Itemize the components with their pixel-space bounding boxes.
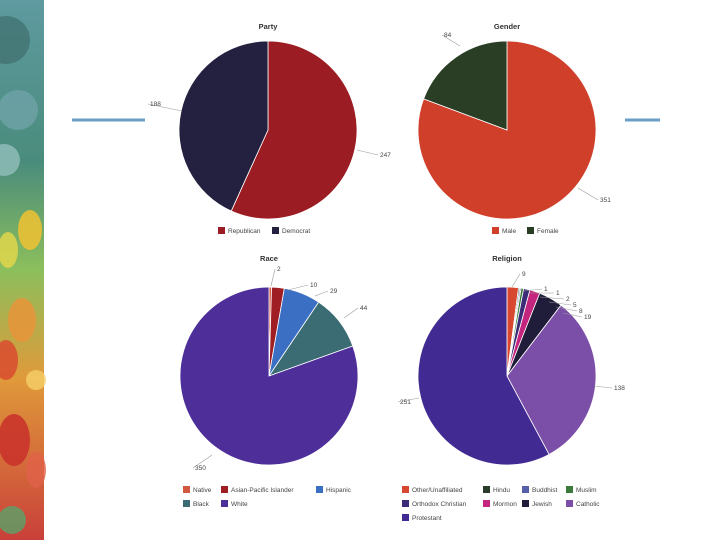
legend-swatch-orthodox-christian [402,500,409,507]
leader-line [343,307,359,319]
data-label-hispanic: 29 [330,288,338,295]
leader-line [548,301,572,306]
legend-label-democrat: Democrat [282,228,310,235]
data-label-protestant: 251 [400,399,411,406]
legend-label-hispanic: Hispanic [326,487,352,494]
legend-label-mormon: Mormon [493,501,517,508]
leader-line [593,385,613,389]
legend-swatch-buddhist [522,486,529,493]
legend-swatch-other-unaffiliated [402,486,409,493]
legend-label-catholic: Catholic [576,501,600,508]
pie-slice-white [179,286,359,466]
leader-line [555,306,578,312]
chart-title: Gender [494,22,520,31]
legend-label-hindu: Hindu [493,487,510,494]
data-label-black: 44 [360,305,368,312]
leader-line [539,296,565,300]
data-label-jewish: 19 [584,314,592,321]
legend-label-protestant: Protestant [412,515,442,522]
leader-line [397,397,420,403]
legend-swatch-jewish [522,500,529,507]
religion-pie-chart: Religion 91125819138251Other/Unaffiliate… [397,254,625,522]
legend-swatch-democrat [272,227,279,234]
data-label-native: 2 [277,266,281,273]
pie-slice-female [423,40,508,131]
data-label-catholic: 138 [614,385,625,392]
legend-swatch-catholic [566,500,573,507]
data-label-white: 350 [195,465,206,472]
data-label-female: 84 [444,32,452,39]
legend-swatch-black [183,500,190,507]
gender-pie-chart: Gender 351 84 Male Female [417,22,611,235]
chart-title: Party [259,22,279,31]
pie-slice-democrat [178,40,269,212]
data-label-republican: 247 [380,152,391,159]
legend-label-male: Male [502,228,516,235]
legend-label-buddhist: Buddhist [532,487,557,494]
leader-line [523,288,543,292]
leader-line [356,149,379,156]
party-pie-chart: Party 247 188 Republican Democrat [147,22,391,235]
legend-label-black: Black [193,501,210,508]
chart-title: Religion [492,254,522,263]
legend-label-republican: Republican [228,228,261,235]
legend-swatch-male [492,227,499,234]
race-pie-chart: Race 2 10 29 44 350 Native Asian-Pacific Islan… [179,254,368,508]
legend-label-female: Female [537,228,559,235]
legend-label-muslim: Muslim [576,487,597,494]
pie-slice-protestant [417,286,550,466]
legend-label-other-unaffiliated: Other/Unaffiliated [412,487,463,494]
legend-label-orthodox-christian: Orthodox Christian [412,501,467,508]
legend-swatch-republican [218,227,225,234]
legend-label-native: Native [193,487,212,494]
legend-label-white: White [231,501,248,508]
leader-line [147,103,183,112]
decorative-mosaic-image [0,0,46,540]
legend-swatch-native [183,486,190,493]
leader-line [562,312,583,318]
data-label-other-unaffiliated: 9 [522,271,526,278]
legend-label-asian-pacific-islander: Asian-Pacific Islander [231,487,294,494]
legend-swatch-hispanic [316,486,323,493]
data-label-male: 351 [600,197,611,204]
legend-swatch-female [527,227,534,234]
chart-title: Race [260,254,278,263]
leader-line [287,284,309,291]
leader-line [441,34,461,47]
data-label-mormon: 8 [579,308,583,315]
legend-swatch-asian-pacific-islander [221,486,228,493]
leader-line [192,454,213,469]
leader-line [314,290,329,297]
legend-swatch-white [221,500,228,507]
legend-label-jewish: Jewish [532,501,552,508]
data-label-orthodox-christian: 5 [573,302,577,309]
leader-line [270,268,276,287]
legend-swatch-muslim [566,486,573,493]
pie-slice-republican [230,40,358,220]
data-label-muslim: 2 [566,296,570,303]
data-label-hindu: 1 [544,286,548,293]
data-label-democrat: 188 [150,101,161,108]
leader-line [511,273,521,288]
data-label-buddhist: 1 [556,290,560,297]
legend-swatch-mormon [483,500,490,507]
legend-swatch-hindu [483,486,490,493]
legend-swatch-protestant [402,514,409,521]
data-label-asian-pacific-islander: 10 [310,282,318,289]
leader-line [577,187,599,201]
